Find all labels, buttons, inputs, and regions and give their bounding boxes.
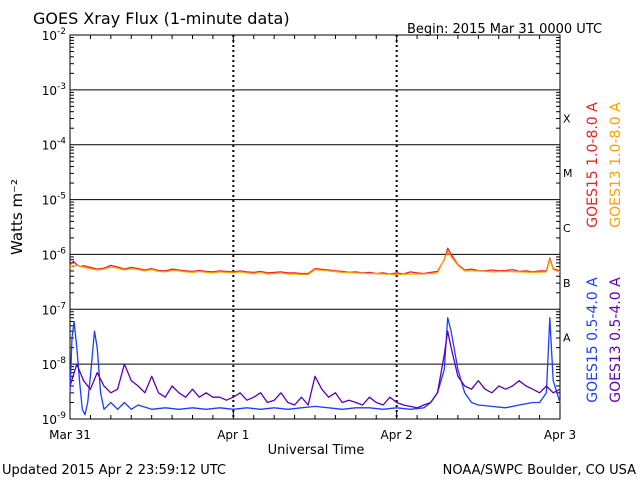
x-tick-label: Mar 31 bbox=[49, 428, 91, 442]
x-tick-label: Apr 1 bbox=[217, 428, 249, 442]
flare-class-label: X bbox=[563, 112, 571, 125]
legend-entry: GOES13 0.5-4.0 A bbox=[608, 277, 624, 403]
legend-entry: GOES13 1.0-8.0 A bbox=[608, 102, 624, 228]
updated-timestamp: Updated 2015 Apr 2 23:59:12 UTC bbox=[2, 463, 226, 478]
legend: GOES15 1.0-8.0 A GOES13 1.0-8.0 A GOES15 0… bbox=[585, 102, 624, 403]
legend-entry: GOES15 1.0-8.0 A bbox=[585, 102, 601, 228]
y-tick-label: 10-3 bbox=[42, 82, 66, 98]
series-line bbox=[69, 251, 561, 276]
flare-class-label: C bbox=[563, 222, 571, 235]
y-tick-label: 10-6 bbox=[42, 246, 67, 262]
plot-area: 10-9 10-8 10-7 10-6 10-5 10-4 10-3 10-2 Mar 31 Ap… bbox=[42, 27, 576, 442]
series-line bbox=[69, 317, 561, 416]
flare-class-label: M bbox=[563, 167, 573, 180]
y-axis-label: Watts m⁻² bbox=[8, 179, 26, 255]
begin-time: Begin: 2015 Mar 31 0000 UTC bbox=[407, 22, 602, 37]
x-axis-label: Universal Time bbox=[268, 443, 365, 458]
flare-class-label: B bbox=[563, 277, 571, 290]
flare-class-label: A bbox=[563, 332, 571, 345]
y-tick-label: 10-7 bbox=[42, 301, 66, 317]
y-tick-label: 10-9 bbox=[42, 411, 67, 427]
y-tick-label: 10-2 bbox=[42, 27, 66, 43]
source-credit: NOAA/SWPC Boulder, CO USA bbox=[443, 463, 636, 478]
x-tick-label: Apr 3 bbox=[544, 428, 576, 442]
y-tick-label: 10-8 bbox=[42, 356, 67, 372]
chart-title: GOES Xray Flux (1-minute data) bbox=[33, 9, 290, 28]
y-tick-label: 10-4 bbox=[42, 137, 67, 153]
legend-entry: GOES15 0.5-4.0 A bbox=[585, 277, 601, 403]
plot-frame bbox=[69, 34, 561, 420]
series-line bbox=[69, 330, 561, 409]
y-tick-label: 10-5 bbox=[42, 192, 66, 208]
x-tick-label: Apr 2 bbox=[381, 428, 413, 442]
